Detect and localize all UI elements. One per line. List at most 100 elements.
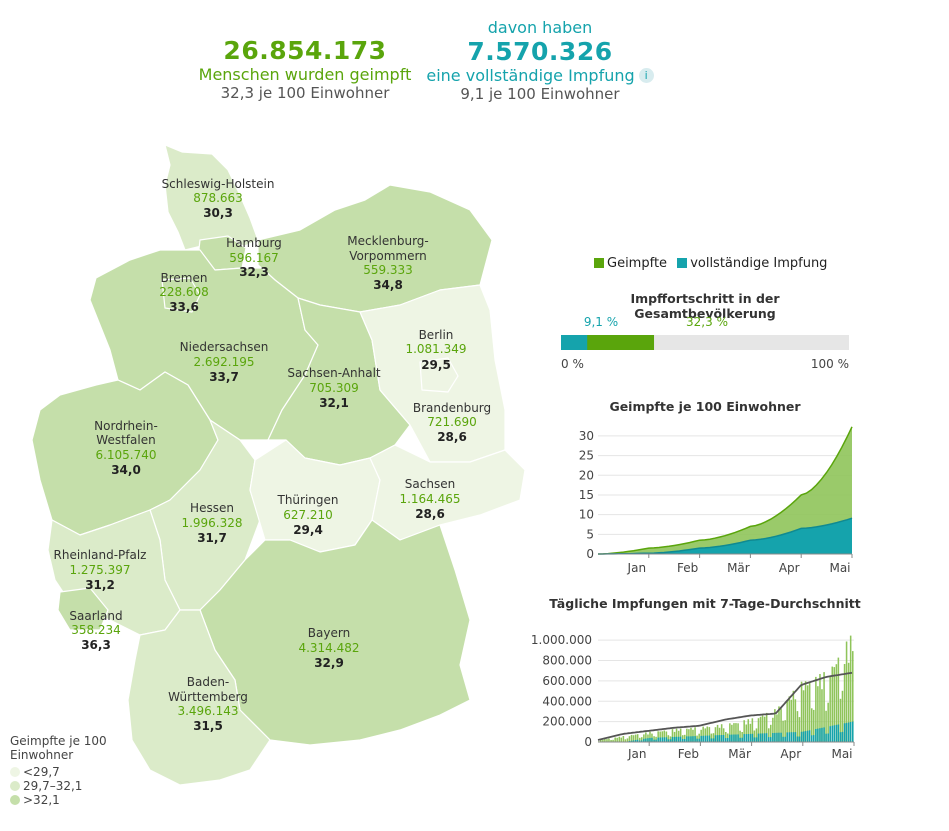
chart3-bar-vollstaendig (825, 733, 827, 742)
header-full: davon haben 7.570.326 eine vollständige … (420, 18, 660, 103)
chart3-bar-geimpfte (718, 727, 721, 742)
chart3-bar-vollstaendig (659, 737, 661, 742)
info-icon[interactable]: i (638, 68, 654, 83)
state-bremen[interactable] (161, 277, 201, 313)
svg-text:31,5: 31,5 (193, 719, 223, 733)
svg-text:Berlin: Berlin (419, 328, 454, 342)
svg-text:Mecklenburg-: Mecklenburg- (347, 234, 429, 248)
chart3-bar-vollstaendig (720, 735, 723, 742)
chart3-bar-geimpfte (778, 706, 780, 742)
chart3-bar-geimpfte (782, 720, 784, 742)
chart3-bar-geimpfte (634, 734, 637, 742)
chart3-bar-geimpfte (628, 736, 631, 742)
chart3-bar-vollstaendig (729, 734, 731, 742)
chart3-bar-vollstaendig (733, 734, 735, 742)
chart3-bar-geimpfte (772, 717, 774, 742)
label-mecklenburg-vorpommern: Mecklenburg- Vorpommern 559.333 34,8 (347, 234, 429, 292)
chart3-bar-vollstaendig (843, 723, 846, 742)
chart3-bar-geimpfte (661, 731, 664, 742)
progress-label-geimpfte: 32,3 % (686, 315, 728, 329)
chart3-bar-vollstaendig (686, 736, 688, 742)
chart3-bar-vollstaendig (755, 737, 758, 742)
label-saarland: Saarland 358.234 36,3 (69, 609, 122, 652)
chart3-bar-geimpfte (739, 730, 741, 742)
chart-legend: Geimpfte vollständige Impfung (594, 256, 827, 271)
chart3-bar-geimpfte (659, 731, 661, 742)
chart3-bar-geimpfte (849, 635, 852, 742)
chart3-bar-geimpfte (665, 731, 668, 742)
chart3-bar-vollstaendig (768, 737, 770, 742)
chart3-bar-geimpfte (833, 667, 836, 742)
chart3-bar-geimpfte (757, 718, 760, 742)
svg-text:721.690: 721.690 (427, 415, 477, 429)
chart3-bar-geimpfte (794, 699, 797, 742)
chart3-bar-vollstaendig (667, 739, 670, 742)
chart3-bar-geimpfte (645, 732, 647, 742)
chart3-bar-geimpfte (729, 723, 731, 742)
chart2-ytick: 30 (579, 429, 594, 443)
chart3-bar-geimpfte (817, 686, 819, 742)
chart3-bar-geimpfte (604, 739, 606, 742)
chart3-bar-geimpfte (770, 724, 772, 742)
chart3-bar-vollstaendig (651, 737, 653, 742)
chart3-bar-vollstaendig (655, 739, 657, 742)
svg-text:Württemberg: Württemberg (168, 690, 248, 704)
chart2-line-geimpfte (597, 426, 853, 555)
chart3-bar-geimpfte (616, 737, 618, 742)
chart3-bar-vollstaendig (714, 735, 717, 742)
chart3-bar-vollstaendig (804, 731, 807, 742)
chart3-bar-geimpfte (761, 715, 764, 742)
svg-text:33,7: 33,7 (209, 370, 239, 384)
chart3-bar-vollstaendig (647, 738, 649, 742)
chart3-bar-geimpfte (636, 734, 639, 742)
chart3-bar-vollstaendig (661, 737, 664, 742)
chart3-bar-vollstaendig (796, 736, 799, 742)
chart3-bar-vollstaendig (641, 740, 643, 742)
chart3-bar-vollstaendig (735, 734, 737, 742)
state-berlin[interactable] (419, 357, 459, 393)
chart3-bar-vollstaendig (747, 734, 750, 742)
chart3-bar-geimpfte (677, 730, 680, 742)
chart3-bar-geimpfte (620, 737, 623, 742)
svg-text:Brandenburg: Brandenburg (413, 401, 491, 415)
svg-text:Hessen: Hessen (190, 501, 234, 515)
chart3-bar-geimpfte (821, 689, 823, 742)
chart2-ytick: 20 (579, 468, 594, 482)
chart3-bar-geimpfte (641, 737, 643, 742)
full-per100: 9,1 je 100 Einwohner (460, 85, 620, 103)
chart3-bar-vollstaendig (761, 733, 764, 742)
chart3-bar-vollstaendig (682, 739, 684, 742)
chart3-bar-geimpfte (657, 731, 659, 742)
chart3-bar-geimpfte (694, 727, 696, 742)
chart3-bar-vollstaendig (821, 727, 823, 742)
svg-text:Hamburg: Hamburg (226, 236, 282, 250)
chart3-bar-vollstaendig (827, 733, 829, 742)
chart3-bar-vollstaendig (786, 732, 788, 742)
chart3-bar-vollstaendig (770, 737, 772, 742)
chart2-area-geimpfte (598, 426, 852, 554)
chart3-bar-geimpfte (614, 737, 616, 742)
chart3-xtick: Apr (780, 747, 801, 761)
svg-text:559.333: 559.333 (363, 263, 413, 277)
progress-bar-full (561, 335, 588, 350)
svg-text:1.275.397: 1.275.397 (69, 563, 130, 577)
chart2-xtick: Jan (627, 561, 647, 575)
chart2-ytick: 5 (586, 527, 594, 541)
chart3-bar-vollstaendig (636, 739, 639, 742)
chart2-xtick: Mai (829, 561, 850, 575)
germany-map (31, 144, 526, 786)
chart3-bar-vollstaendig (725, 738, 727, 742)
chart3-bar-geimpfte (751, 718, 754, 742)
state-saarland[interactable] (57, 587, 109, 631)
chart3-bar-vollstaendig (743, 734, 745, 742)
chart3-ytick: 0 (584, 735, 592, 749)
state-baden-wuerttemberg[interactable] (127, 609, 271, 786)
map-legend-item: 29,7–32,1 (10, 779, 120, 793)
chart3-bar-geimpfte (731, 724, 733, 742)
chart3-bar-vollstaendig (819, 728, 821, 742)
chart3-bar-vollstaendig (696, 738, 698, 742)
label-hessen: Hessen 1.996.328 31,7 (181, 501, 242, 545)
svg-text:Thüringen: Thüringen (276, 493, 338, 507)
svg-text:627.210: 627.210 (283, 508, 333, 522)
chart3-bar-geimpfte (831, 666, 834, 742)
